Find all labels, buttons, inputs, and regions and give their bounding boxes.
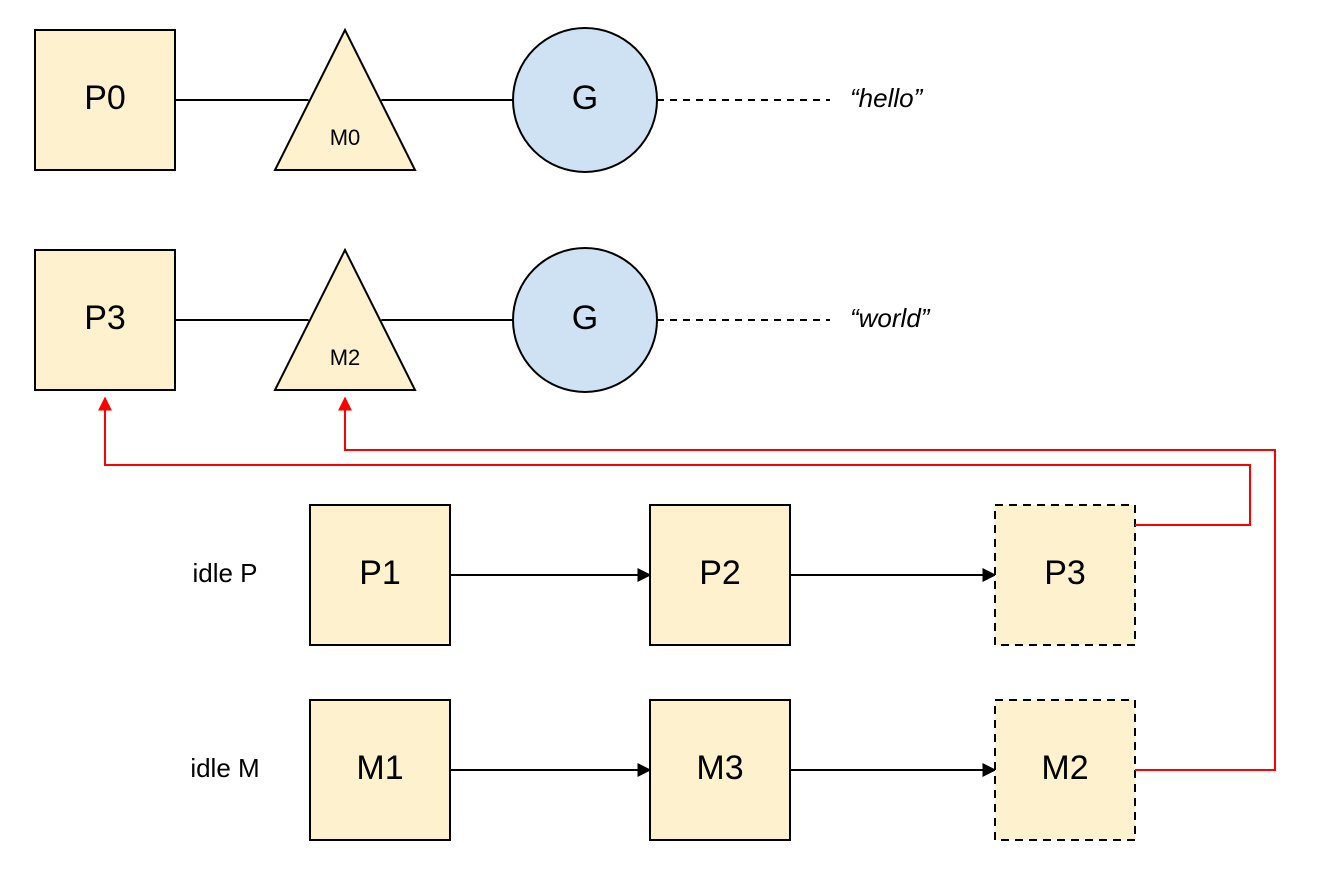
g-circle-label: G [572, 299, 598, 337]
m-triangle-label: M2 [330, 345, 361, 370]
g-circle-label: G [572, 79, 598, 117]
annotation-0: “hello” [850, 83, 924, 113]
idle-box-label: M3 [696, 749, 743, 787]
row-label: idle M [190, 753, 259, 783]
m-triangle-label: M0 [330, 125, 361, 150]
p-square-label: P3 [84, 299, 126, 337]
p-square-label: P0 [84, 79, 126, 117]
row-label: idle P [192, 558, 257, 588]
idle-box-label: M1 [356, 749, 403, 787]
idle-box-label: P1 [359, 554, 401, 592]
idle-box-label: M2 [1041, 749, 1088, 787]
annotation-1: “world” [850, 303, 931, 333]
idle-box-label: P3 [1044, 554, 1086, 592]
idle-box-label: P2 [699, 554, 741, 592]
